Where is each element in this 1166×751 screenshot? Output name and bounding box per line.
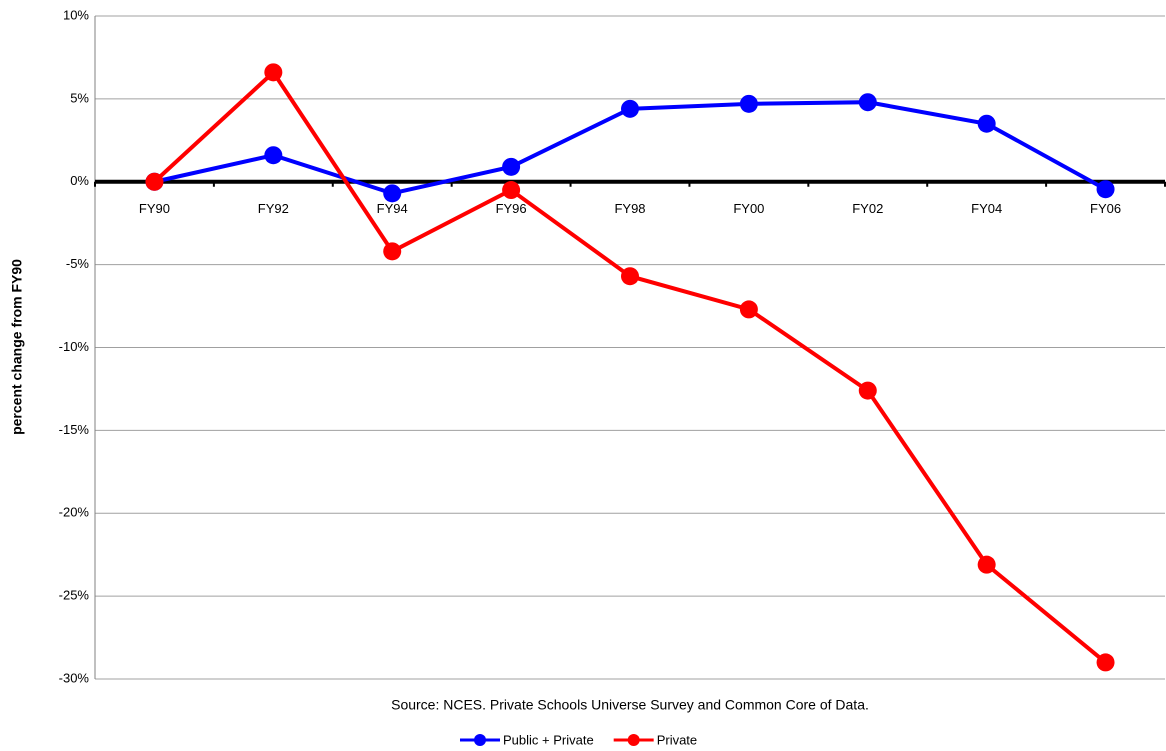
data-point <box>383 242 402 261</box>
x-tick-label: FY96 <box>496 201 527 216</box>
data-point <box>621 267 639 286</box>
data-point <box>858 381 877 400</box>
x-tick-label: FY02 <box>852 201 883 216</box>
data-point <box>977 555 996 574</box>
y-tick-label: -30% <box>59 670 90 685</box>
x-tick-label: FY94 <box>377 201 408 216</box>
data-point <box>739 94 758 113</box>
x-tick-label: FY04 <box>971 201 1002 216</box>
data-point <box>858 93 877 112</box>
legend-marker <box>627 734 640 746</box>
x-tick-label: FY90 <box>139 201 170 216</box>
y-tick-label: -20% <box>59 505 90 520</box>
legend-marker <box>474 734 486 746</box>
data-point <box>145 172 164 191</box>
legend-label: Public + Private <box>503 732 594 747</box>
x-tick-label: FY00 <box>733 201 764 216</box>
x-tick-label: FY06 <box>1090 201 1121 216</box>
y-tick-label: -10% <box>59 339 90 354</box>
data-point <box>1096 653 1115 672</box>
source-note: Source: NCES. Private Schools Universe S… <box>391 697 869 713</box>
y-tick-label: 0% <box>70 173 89 188</box>
data-point <box>502 157 521 176</box>
data-point <box>502 181 521 200</box>
legend-label: Private <box>657 732 697 747</box>
data-point <box>264 146 283 165</box>
data-point <box>383 184 402 203</box>
y-tick-label: -15% <box>59 422 90 437</box>
y-axis-title: percent change from FY90 <box>9 259 25 435</box>
data-point <box>264 63 283 82</box>
data-point <box>1096 180 1115 199</box>
x-tick-label: FY98 <box>614 201 645 216</box>
x-tick-label: FY92 <box>258 201 289 216</box>
data-point <box>977 114 996 133</box>
y-tick-label: 10% <box>63 7 89 22</box>
data-point <box>739 300 758 319</box>
data-point <box>621 99 639 118</box>
y-tick-label: -5% <box>66 256 90 271</box>
y-tick-label: 5% <box>70 90 89 105</box>
y-tick-label: -25% <box>59 588 90 603</box>
